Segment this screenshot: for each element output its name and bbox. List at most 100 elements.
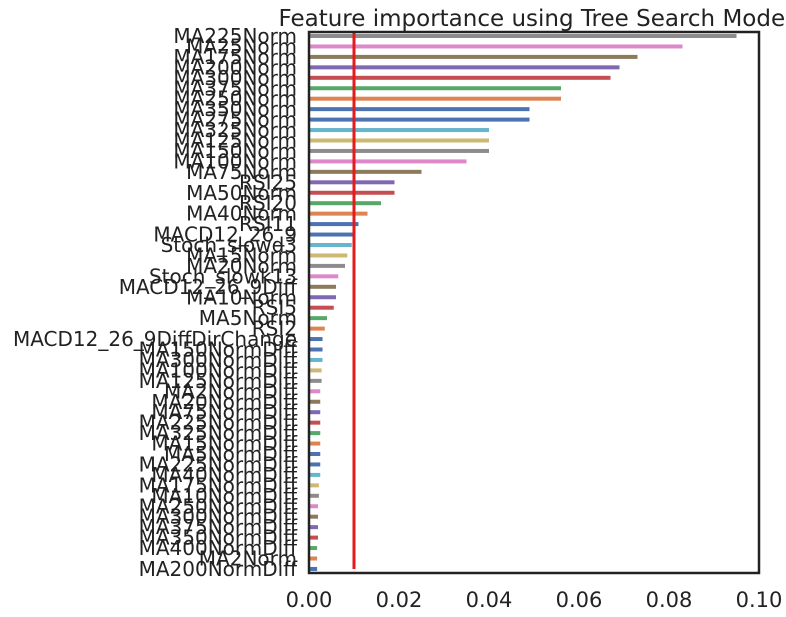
bar-11 [310,148,489,153]
y-tick-label-36: MA75NormDiff [151,400,298,424]
bar-36 [310,410,321,415]
y-tick-label-3: MA200Norm [173,55,297,79]
y-tick-label-34: MA2NormDiff [164,379,298,403]
x-tick-label-2: 0.04 [466,588,513,612]
y-tick-label-48: MA350NormDiff [139,526,299,550]
y-tick-label-43: MA175NormDiff [139,473,299,497]
y-tick-label-31: MA300NormDiff [139,348,299,372]
y-tick-label-1: MA25Norm [186,34,297,58]
bar-22 [310,263,345,268]
y-tick-label-14: RSI25 [239,170,297,194]
bar-15 [310,190,395,195]
bar-34 [310,389,321,394]
bar-43 [310,483,319,488]
y-tick-label-10: MA125Norm [173,129,297,153]
y-tick-label-8: MA275Norm [173,108,297,132]
y-tick-label-25: MA10Norm [186,285,297,309]
x-tick-label-3: 0.06 [556,588,603,612]
y-tick-label-35: MA20NormDiff [151,390,298,414]
y-tick-label-47: MA375NormDiff [139,515,299,539]
bar-44 [310,493,319,498]
bar-50 [310,556,318,561]
y-tick-label-17: MA40Norm [186,202,297,226]
bar-6 [310,96,561,101]
bar-0 [310,34,737,38]
bar-51 [310,566,318,571]
y-tick-label-5: MA375Norm [173,76,297,100]
bar-30 [310,347,323,352]
bar-10 [310,138,489,143]
y-tick-label-33: MA125NormDiff [139,369,299,393]
y-tick-label-38: MA325NormDiff [139,421,299,445]
y-tick-label-37: MA225NormDiff [139,411,299,435]
y-tick-label-23: Stoch_slowk13 [149,264,297,288]
y-tick-label-40: MA5NormDiff [164,442,298,466]
y-tick-label-19: MACD12_26_9 [153,223,297,247]
bar-31 [310,357,323,362]
y-tick-label-20: Stoch_slowd3 [161,233,297,257]
bar-1 [310,44,683,49]
bar-39 [310,441,321,446]
bar-28 [310,326,325,331]
bars-group [310,34,737,571]
bar-21 [310,253,348,258]
y-tick-label-4: MA300Norm [173,66,297,90]
y-tick-label-28: RSI2 [252,317,297,341]
bar-48 [310,535,318,540]
bar-3 [310,65,620,70]
y-tick-label-30: MA150NormDiff [139,338,299,362]
chart-title: Feature importance using Tree Search Mod… [279,6,786,32]
x-tick-labels: 0.00 0.02 0.04 0.06 0.08 0.10 [286,588,783,612]
x-tick-label-1: 0.02 [376,588,423,612]
y-tick-label-16: RSI20 [239,191,297,215]
y-tick-label-13: MA75Norm [186,160,297,184]
y-tick-label-29: MACD12_26_9DiffDirChange [13,327,297,351]
bar-20 [310,243,352,247]
y-tick-label-51: MA200NormDiff [139,557,299,581]
bar-25 [310,295,336,300]
bar-24 [310,284,336,289]
bar-17 [310,211,368,216]
bar-45 [310,504,318,509]
plot-frame [307,30,761,575]
y-tick-label-26: RSI5 [252,296,297,320]
bar-8 [310,117,530,122]
y-tick-label-24: MACD12_26_9Diff [119,275,299,299]
x-tick-label-4: 0.08 [646,588,693,612]
bar-32 [310,368,322,373]
y-tick-label-15: MA50Norm [186,181,297,205]
y-tick-labels: MA225NormMA25NormMA175NormMA200NormMA300… [13,24,298,581]
bar-29 [310,337,323,342]
y-tick-label-9: MA325Norm [173,118,297,142]
y-tick-label-39: MA15NormDiff [151,432,298,456]
bar-46 [310,514,318,519]
bar-16 [310,201,381,206]
y-tick-label-12: MA100Norm [173,149,297,173]
y-tick-label-50: MA2Norm [199,547,297,571]
bar-19 [310,232,354,237]
bar-23 [310,274,339,279]
bar-5 [310,86,561,91]
bar-49 [310,546,318,551]
bar-27 [310,316,327,321]
bar-14 [310,180,395,185]
y-tick-label-27: MA5Norm [199,306,297,330]
x-tick-label-5: 0.10 [736,588,783,612]
y-tick-label-44: MA10NormDiff [151,484,298,508]
y-tick-label-22: MA20Norm [186,254,297,278]
bar-42 [310,472,321,477]
bar-18 [310,222,359,227]
y-tick-label-0: MA225Norm [173,24,297,48]
bar-37 [310,420,321,425]
y-tick-label-49: MA400NormDiff [139,536,299,560]
bar-9 [310,128,489,133]
bar-40 [310,452,321,456]
y-tick-label-6: MA250Norm [173,87,297,111]
bar-41 [310,462,321,467]
y-tick-label-11: MA150Norm [173,139,297,163]
y-tick-label-21: MA15Norm [186,243,297,267]
x-tick-label-0: 0.00 [286,588,333,612]
bar-35 [310,399,321,404]
y-tick-label-18: RSI11 [239,212,297,236]
